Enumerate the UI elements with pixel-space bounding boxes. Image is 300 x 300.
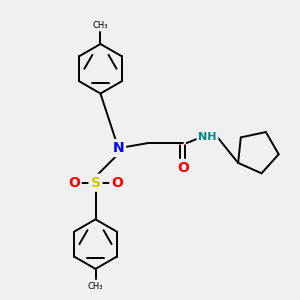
Text: O: O [68, 176, 80, 190]
Text: N: N [112, 141, 124, 155]
Text: CH₃: CH₃ [88, 282, 103, 291]
Text: CH₃: CH₃ [93, 21, 108, 30]
Text: O: O [111, 176, 123, 190]
Text: S: S [91, 176, 100, 190]
Text: NH: NH [198, 132, 217, 142]
Text: O: O [177, 161, 189, 175]
